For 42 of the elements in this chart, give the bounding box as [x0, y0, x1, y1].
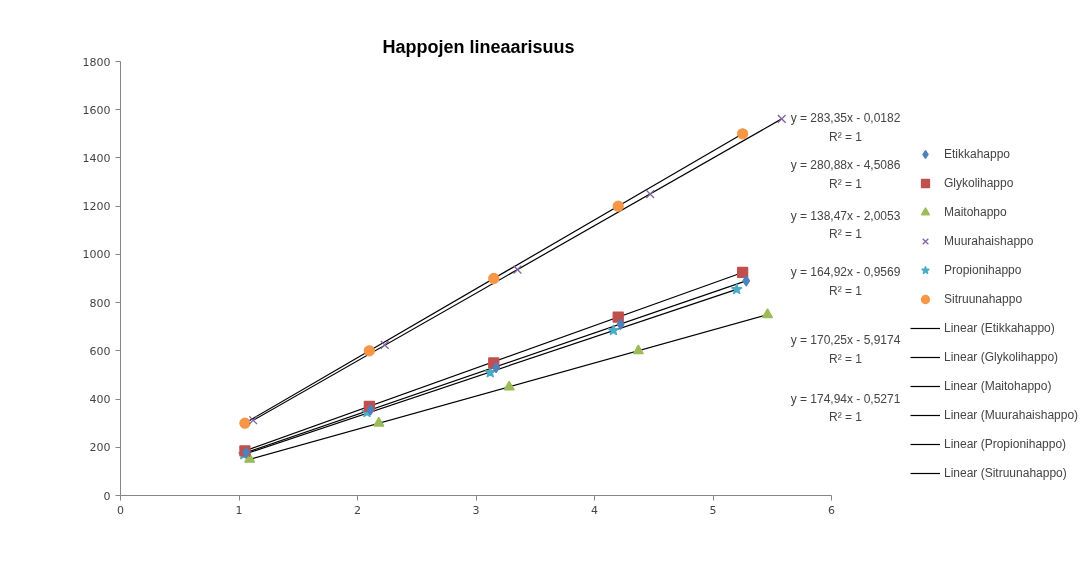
annotation: R² = 1 — [828, 284, 863, 299]
legend-label: Linear (Propionihappo) — [944, 436, 1067, 453]
y-tick-label: 1400 — [82, 151, 111, 165]
legend-label: Sitruunahappo — [944, 291, 1023, 308]
annotation: R² = 1 — [828, 130, 863, 145]
annotation: y = 174,94x - 0,5271 — [790, 391, 901, 406]
x-tick-label: 6 — [828, 503, 835, 517]
annotation: y = 138,47x - 2,0053 — [790, 208, 901, 223]
legend-label: Linear (Etikkahappo) — [944, 320, 1055, 337]
legend-label: Linear (Maitohappo) — [944, 378, 1052, 395]
y-tick-label: 1200 — [82, 200, 111, 214]
legend-label: Maitohappo — [944, 204, 1007, 221]
annotation: y = 280,88x - 4,5086 — [790, 158, 901, 173]
annotation: y = 164,92x - 0,9569 — [790, 265, 901, 280]
legend-label: Linear (Muurahaishappo) — [944, 407, 1079, 424]
y-tick-label: 800 — [89, 296, 111, 310]
x-tick-label: 3 — [472, 503, 480, 517]
x-tick-label: 0 — [117, 503, 124, 517]
y-tick-label: 400 — [89, 393, 111, 407]
y-tick-label: 1600 — [82, 103, 111, 117]
x-tick-label: 5 — [709, 503, 717, 517]
x-tick-label: 2 — [354, 503, 361, 517]
legend-label: Glykolihappo — [944, 175, 1014, 192]
annotation: y = 283,35x - 0,0182 — [790, 111, 901, 126]
legend-label: Propionihappo — [944, 262, 1022, 279]
x-tick-label: 4 — [591, 503, 598, 517]
annotation: R² = 1 — [828, 410, 863, 425]
annotation: R² = 1 — [828, 352, 863, 367]
chart-title: Happojen lineaarisuus — [382, 36, 575, 57]
legend-label: Muurahaishappo — [944, 233, 1034, 250]
y-tick-label: 600 — [89, 344, 111, 358]
legend-label: Linear (Glykolihappo) — [944, 349, 1059, 366]
y-tick-label: 1800 — [82, 55, 111, 69]
annotation: R² = 1 — [828, 177, 863, 192]
legend-label: Linear (Sitruunahappo) — [944, 465, 1067, 482]
y-tick-label: 0 — [103, 489, 111, 503]
annotation: R² = 1 — [828, 227, 863, 242]
y-tick-label: 200 — [89, 441, 111, 455]
legend-label: Etikkahappo — [944, 146, 1011, 163]
y-tick-label: 1000 — [82, 248, 111, 262]
annotation: y = 170,25x - 5,9174 — [790, 333, 901, 348]
x-tick-label: 1 — [235, 503, 243, 517]
